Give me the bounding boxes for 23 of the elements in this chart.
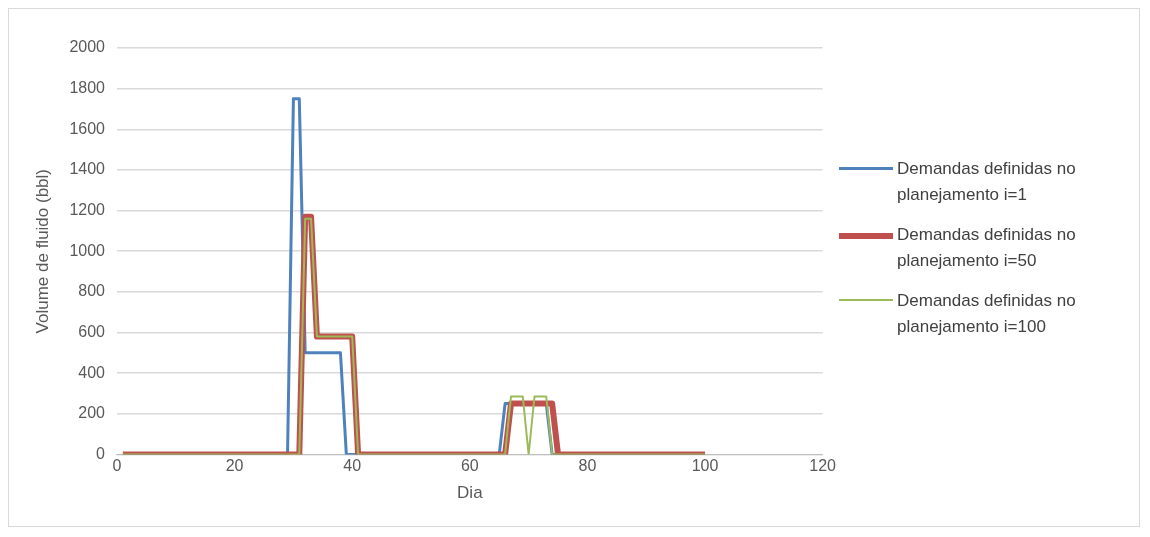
y-tick-label: 1800 bbox=[69, 78, 106, 96]
x-tick-label: 60 bbox=[460, 456, 479, 474]
x-tick-label: 120 bbox=[809, 456, 837, 474]
y-tick-label: 600 bbox=[78, 322, 106, 340]
y-tick-label: 0 bbox=[96, 444, 106, 462]
y-tick-label: 1000 bbox=[69, 241, 106, 259]
x-tick-label: 20 bbox=[225, 456, 244, 474]
y-tick-label: 1600 bbox=[69, 119, 106, 137]
y-tick-label: 200 bbox=[78, 403, 106, 421]
y-tick-label: 2000 bbox=[69, 37, 106, 55]
x-axis-title: Dia bbox=[457, 482, 484, 502]
legend-label: Demandas definidas no planejamento i=1 bbox=[897, 157, 1077, 206]
x-tick-label: 80 bbox=[578, 456, 597, 474]
y-tick-label: 1400 bbox=[69, 159, 106, 177]
y-tick-label: 1200 bbox=[69, 200, 106, 218]
legend-label: Demandas definidas no planejamento i=100 bbox=[897, 289, 1077, 338]
legend-label: Demandas definidas no planejamento i=50 bbox=[897, 223, 1077, 272]
x-tick-label: 100 bbox=[691, 456, 719, 474]
y-tick-label: 400 bbox=[78, 363, 106, 381]
y-axis-title: Volume de fluido (bbl) bbox=[32, 168, 52, 333]
y-tick-label: 800 bbox=[78, 281, 106, 299]
x-tick-label: 40 bbox=[343, 456, 362, 474]
x-tick-label: 0 bbox=[112, 456, 122, 474]
